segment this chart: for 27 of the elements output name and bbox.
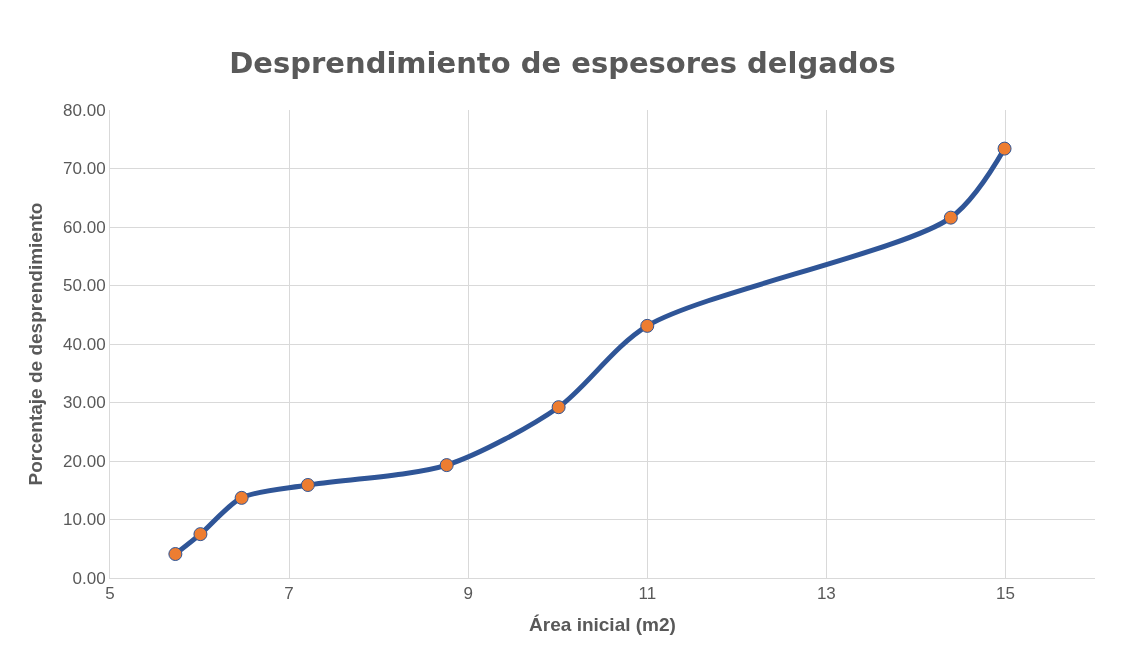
y-tick-label: 80.00	[63, 100, 106, 120]
x-tick-label: 5	[105, 584, 115, 604]
y-tick-label: 70.00	[63, 159, 106, 179]
x-tick-label: 13	[816, 584, 836, 604]
point	[640, 318, 655, 333]
y-tick-label: 0.00	[72, 568, 106, 588]
x-tick-label: 9	[463, 584, 473, 604]
y-tick-label: 30.00	[63, 393, 106, 413]
point	[551, 400, 566, 415]
point	[234, 490, 249, 505]
x-axis-title: Área inicial (m2)	[529, 614, 676, 636]
x-tick-label: 7	[284, 584, 294, 604]
y-axis-title: Porcentaje de desprendimiento	[24, 202, 46, 486]
chart-title: Desprendimiento de espesores delgados	[229, 45, 896, 80]
y-tick-label: 10.00	[63, 510, 106, 530]
point	[193, 527, 208, 542]
point	[168, 547, 183, 562]
point	[439, 458, 454, 473]
x-tick-label: 11	[638, 584, 657, 604]
y-tick-label: 50.00	[63, 276, 106, 296]
x-tick-label: 15	[995, 584, 1015, 604]
y-tick-label: 20.00	[63, 451, 106, 471]
point	[997, 141, 1012, 156]
y-tick-label: 60.00	[63, 217, 106, 237]
point	[300, 477, 315, 492]
point	[943, 210, 958, 225]
y-tick-label: 40.00	[63, 334, 106, 354]
